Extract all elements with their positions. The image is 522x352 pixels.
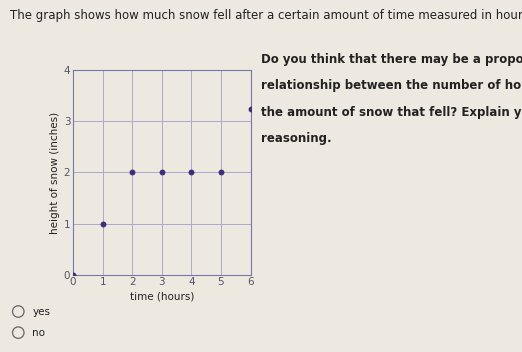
Text: The graph shows how much snow fell after a certain amount of time measured in ho: The graph shows how much snow fell after…: [10, 9, 522, 22]
Text: reasoning.: reasoning.: [261, 132, 331, 145]
Text: relationship between the number of hours and: relationship between the number of hours…: [261, 79, 522, 92]
Y-axis label: height of snow (inches): height of snow (inches): [50, 112, 60, 233]
X-axis label: time (hours): time (hours): [129, 291, 194, 302]
Text: the amount of snow that fell? Explain your: the amount of snow that fell? Explain yo…: [261, 106, 522, 119]
Point: [217, 170, 225, 175]
Point: [99, 221, 107, 226]
Point: [246, 106, 255, 112]
Point: [69, 272, 77, 277]
Text: yes: yes: [32, 307, 50, 316]
Point: [158, 170, 166, 175]
Text: no: no: [32, 328, 45, 338]
Point: [128, 170, 136, 175]
Point: [187, 170, 196, 175]
Text: Do you think that there may be a proportional: Do you think that there may be a proport…: [261, 53, 522, 66]
